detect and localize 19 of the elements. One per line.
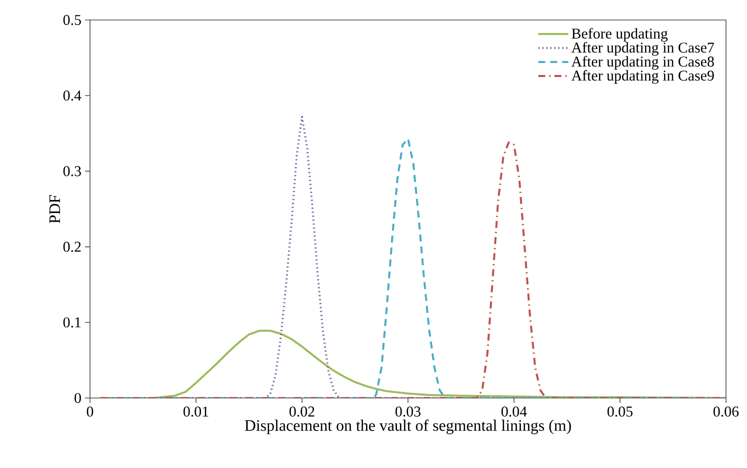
y-tick-label: 0.4 (63, 90, 82, 101)
x-tick-label: 0.04 (501, 406, 527, 417)
legend-label: Before updating (572, 28, 668, 42)
y-tick-label: 0.1 (63, 317, 81, 328)
x-tick-label: 0.02 (289, 406, 314, 417)
y-tick-label: 0.2 (63, 242, 81, 252)
y-axis-title: PDF (49, 194, 60, 224)
x-tick-label: 0.06 (713, 406, 739, 417)
x-axis-title: Displacement on the vault of segmental linings (m) (244, 420, 571, 434)
legend-label: After updating in Case9 (571, 70, 714, 84)
y-tick-label: 0 (74, 392, 81, 404)
x-tick-label: 0 (86, 406, 94, 417)
legend-label: After updating in Case8 (571, 56, 714, 70)
y-tick-label: 0.5 (63, 14, 81, 26)
x-tick-label: 0.05 (607, 406, 632, 417)
y-tick-label: 0.3 (63, 166, 81, 176)
x-tick-label: 0.01 (183, 406, 208, 417)
x-tick-label: 0.03 (395, 406, 420, 417)
legend-label: After updating in Case7 (571, 42, 714, 56)
